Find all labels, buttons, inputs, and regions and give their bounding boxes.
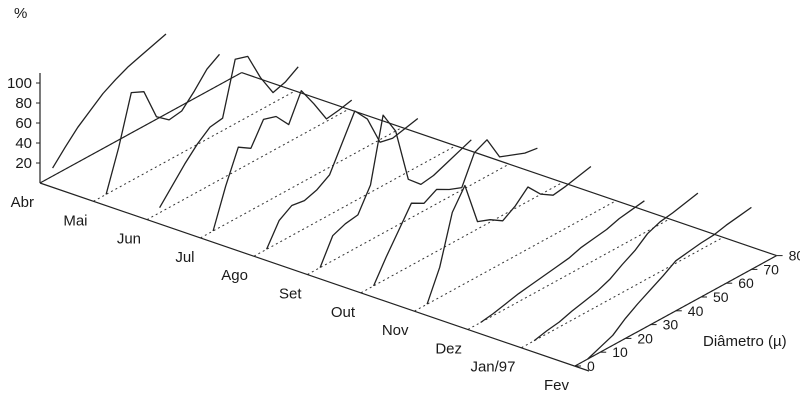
month-label-8: Dez xyxy=(435,340,462,357)
back-top-edge xyxy=(39,72,242,184)
baseline-6 xyxy=(360,181,563,294)
series-line-fev xyxy=(587,206,752,360)
series-group xyxy=(52,33,752,360)
month-label-2: Jun xyxy=(117,231,141,248)
series-line-abr xyxy=(52,33,167,169)
series-line-jun xyxy=(159,55,299,209)
month-label-10: Fev xyxy=(544,377,570,394)
series-line-nov xyxy=(426,165,592,305)
x-axis-label: Diâmetro (µ) xyxy=(703,333,787,350)
month-label-1: Mai xyxy=(63,212,87,229)
x-tick-label-2: 20 xyxy=(637,330,653,346)
baseline-8 xyxy=(467,218,670,330)
month-label-6: Out xyxy=(331,304,356,321)
labels-group: % Diâmetro (µ) 0 10 20 30 40 50 60 70 80 20 40 60 80… xyxy=(7,5,800,394)
series-line-set xyxy=(319,114,472,268)
z-tick-label-3: 80 xyxy=(15,95,32,112)
baseline-9 xyxy=(521,236,724,349)
month-axis-line xyxy=(39,182,590,372)
baseline-4 xyxy=(253,145,456,257)
baseline-5 xyxy=(307,163,510,275)
series-line-jan-97 xyxy=(533,192,699,342)
month-label-5: Set xyxy=(279,286,302,303)
x-tick-label-7: 70 xyxy=(763,261,779,277)
x-tick-label-4: 40 xyxy=(688,303,704,319)
baseline-2 xyxy=(146,108,349,221)
z-tick-label-2: 60 xyxy=(15,115,32,132)
series-line-mai xyxy=(105,53,220,195)
z-tick-label-4: 100 xyxy=(7,75,32,92)
month-label-0: Abr xyxy=(11,194,34,211)
series-line-out xyxy=(373,139,538,287)
axes-group xyxy=(36,72,783,372)
baseline-7 xyxy=(414,200,617,312)
x-tick-label-0: 0 xyxy=(587,358,595,374)
z-tick-label-1: 40 xyxy=(15,135,32,152)
baseline-1 xyxy=(93,90,296,202)
x-tick-label-6: 60 xyxy=(738,275,754,291)
z-tick-label-0: 20 xyxy=(15,155,32,172)
x-tick-label-8: 80 xyxy=(789,248,800,264)
series-line-jul xyxy=(212,90,353,232)
x-tick-label-1: 10 xyxy=(612,344,628,360)
series-line-dez xyxy=(480,200,645,324)
month-label-9: Jan/97 xyxy=(470,359,515,376)
baseline-3 xyxy=(200,127,403,239)
z-axis-label: % xyxy=(14,5,27,22)
back-right-edge xyxy=(241,72,777,257)
series-line-ago xyxy=(266,110,419,250)
month-label-3: Jul xyxy=(175,249,194,266)
x-tick-label-3: 30 xyxy=(663,317,679,333)
x-tick-label-5: 50 xyxy=(713,289,729,305)
month-label-4: Ago xyxy=(221,267,248,284)
month-label-7: Nov xyxy=(382,322,409,339)
